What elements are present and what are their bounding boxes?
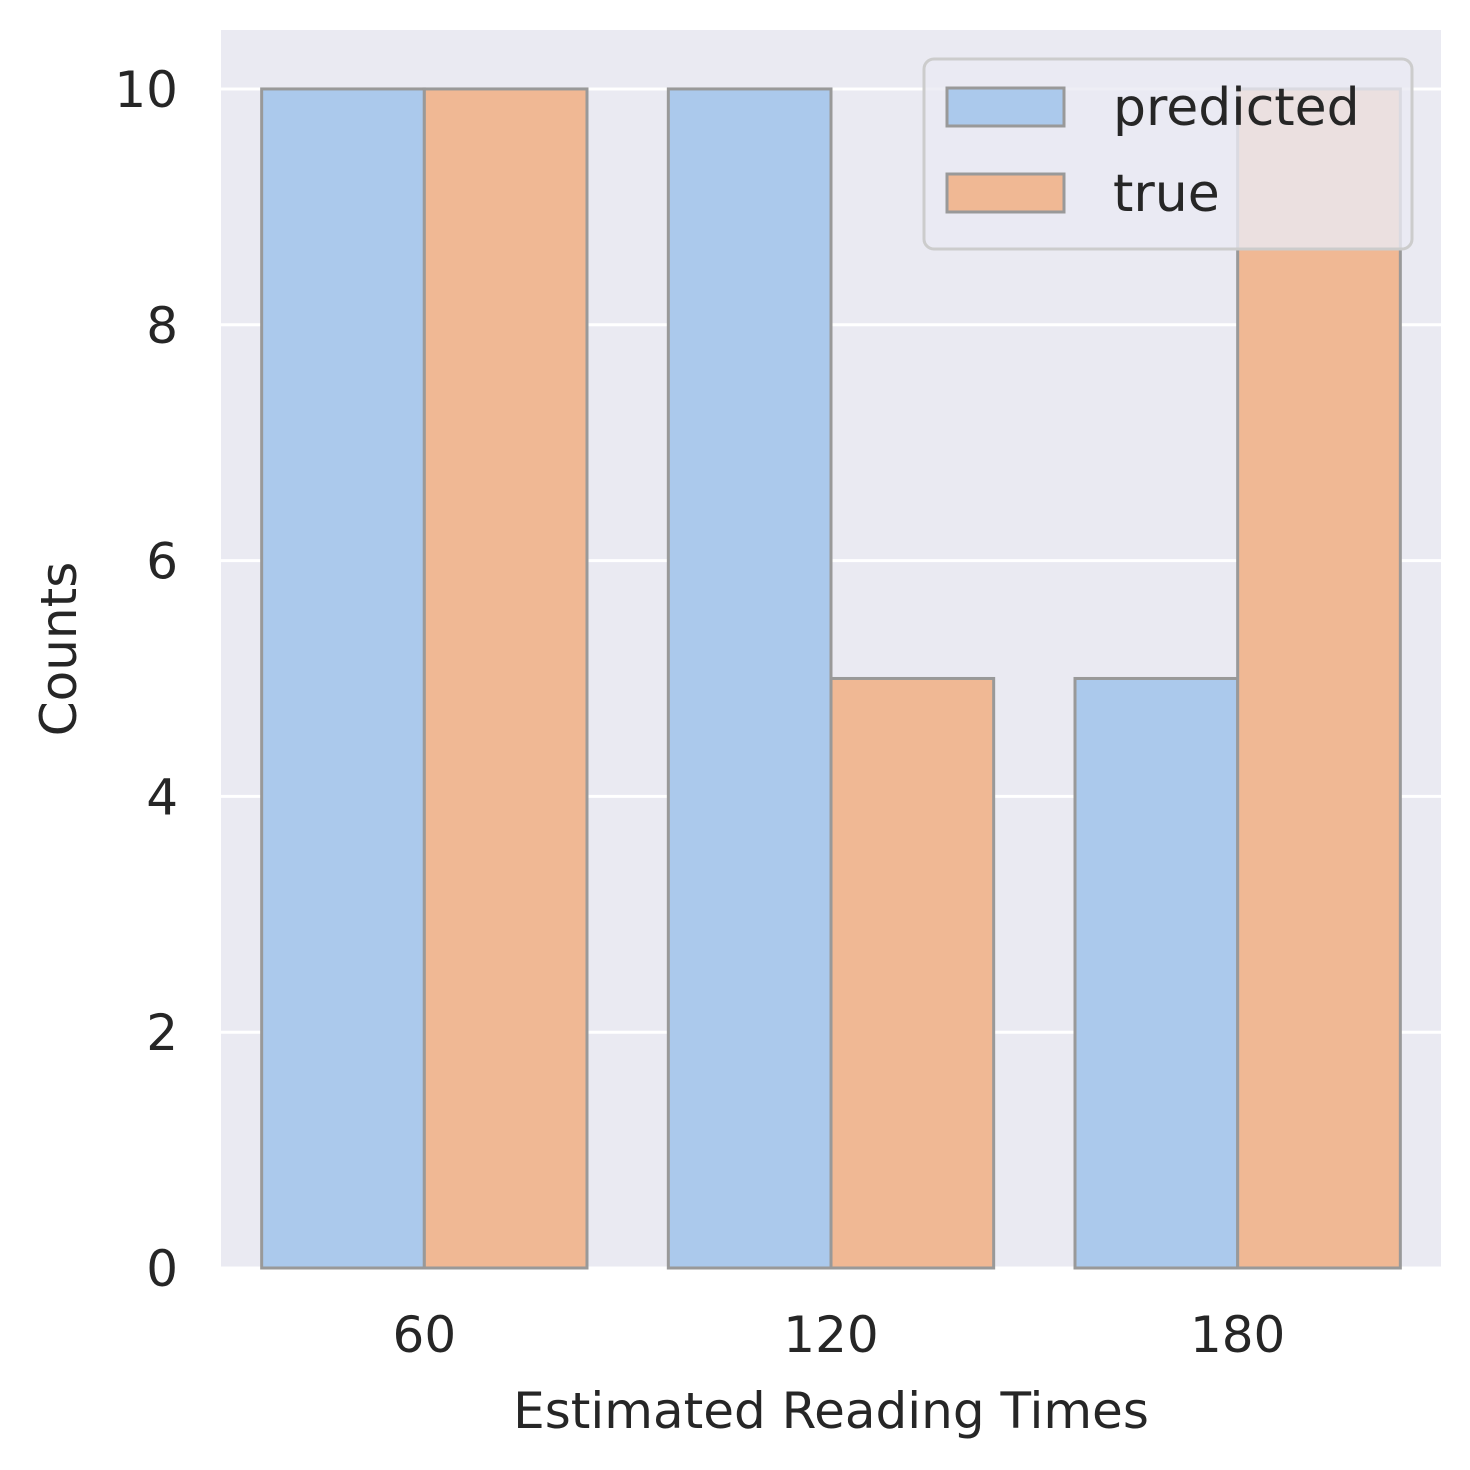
- legend-swatch-predicted: [945, 86, 1066, 128]
- bar-true-180: [1236, 87, 1402, 1270]
- y-tick-label: 8: [146, 297, 178, 355]
- y-tick-labels: 0 2 4 6 8 10: [114, 61, 178, 1298]
- bar-predicted-60: [260, 87, 426, 1270]
- y-tick-label: 4: [146, 768, 178, 826]
- bars: [260, 87, 1402, 1270]
- x-tick-label: 180: [1190, 1306, 1285, 1364]
- legend-label-predicted: predicted: [1113, 78, 1360, 138]
- x-tick-label: 60: [393, 1306, 457, 1364]
- bar-true-60: [422, 87, 589, 1270]
- bar-predicted-120: [666, 87, 833, 1270]
- x-tick-label: 120: [783, 1306, 878, 1364]
- y-tick-label: 2: [146, 1004, 178, 1062]
- bar-predicted-180: [1073, 676, 1240, 1270]
- bar-true-120: [829, 676, 996, 1270]
- x-tick-labels: 60 120 180: [393, 1306, 1286, 1364]
- x-axis-title: Estimated Reading Times: [513, 1382, 1149, 1440]
- legend-label-true: true: [1113, 164, 1220, 224]
- y-tick-label: 6: [146, 533, 178, 591]
- legend: predicted true: [922, 57, 1414, 251]
- y-axis-title: Counts: [30, 562, 88, 737]
- legend-swatch-true: [945, 172, 1066, 214]
- y-tick-label: 0: [146, 1240, 178, 1298]
- y-tick-label: 10: [114, 61, 178, 119]
